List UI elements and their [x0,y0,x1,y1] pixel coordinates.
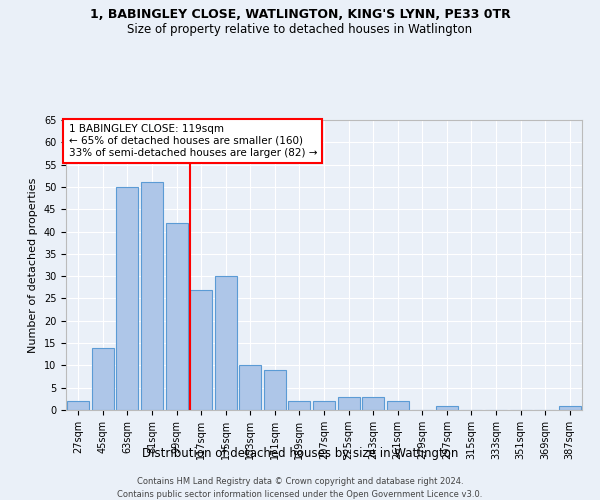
Bar [386,401,409,410]
Bar [92,348,114,410]
Bar [215,276,237,410]
Bar [239,366,262,410]
Y-axis label: Number of detached properties: Number of detached properties [28,178,38,352]
Bar [313,401,335,410]
Text: Distribution of detached houses by size in Watlington: Distribution of detached houses by size … [142,448,458,460]
Bar [338,396,359,410]
Text: Contains public sector information licensed under the Open Government Licence v3: Contains public sector information licen… [118,490,482,499]
Bar [190,290,212,410]
Text: 1 BABINGLEY CLOSE: 119sqm
← 65% of detached houses are smaller (160)
33% of semi: 1 BABINGLEY CLOSE: 119sqm ← 65% of detac… [68,124,317,158]
Bar [116,187,139,410]
Bar [362,396,384,410]
Text: Contains HM Land Registry data © Crown copyright and database right 2024.: Contains HM Land Registry data © Crown c… [137,478,463,486]
Bar [141,182,163,410]
Bar [559,406,581,410]
Bar [67,401,89,410]
Bar [264,370,286,410]
Bar [166,222,188,410]
Bar [289,401,310,410]
Text: 1, BABINGLEY CLOSE, WATLINGTON, KING'S LYNN, PE33 0TR: 1, BABINGLEY CLOSE, WATLINGTON, KING'S L… [89,8,511,20]
Text: Size of property relative to detached houses in Watlington: Size of property relative to detached ho… [127,22,473,36]
Bar [436,406,458,410]
